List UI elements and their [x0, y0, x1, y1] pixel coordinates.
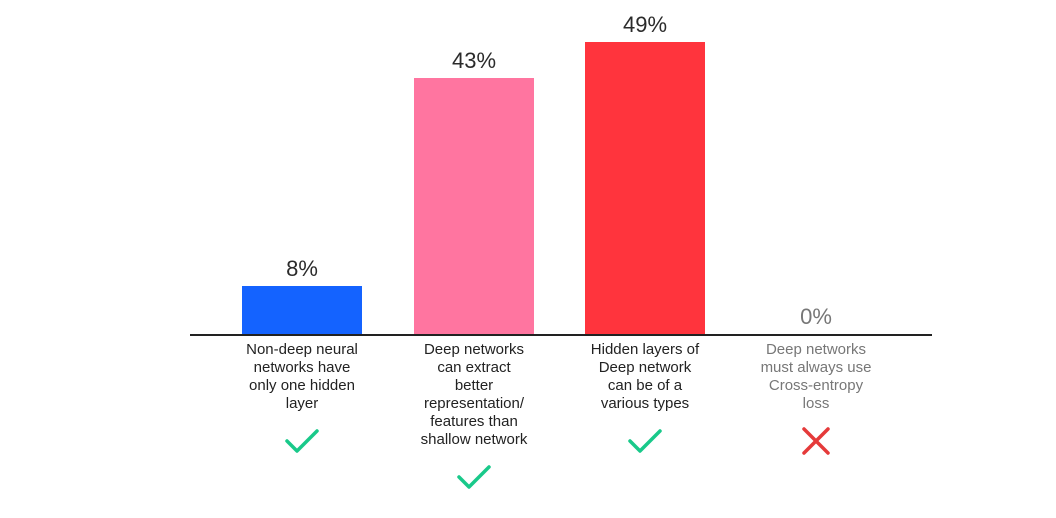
value-label-2: 43%: [451, 47, 497, 73]
value-label-3: 49%: [622, 12, 668, 37]
category-label-1: Non-deep neural networks have only one h…: [246, 341, 358, 412]
check-icon: [285, 429, 319, 453]
cross-icon: [802, 427, 830, 455]
check-icon: [628, 429, 662, 453]
bar-2: [414, 77, 534, 334]
x-axis-line: [190, 334, 932, 336]
check-icon: [457, 465, 491, 489]
value-label-4: 0%: [800, 304, 832, 329]
category-label-4: Deep networks must always use Cross-entr…: [760, 341, 872, 412]
bar-3: [585, 42, 705, 334]
value-label-1: 8%: [286, 256, 318, 282]
category-label-3: Hidden layers of Deep network can be of …: [590, 341, 700, 412]
category-label-2: Deep networks can extract better represe…: [420, 341, 528, 448]
bar-1: [242, 286, 362, 334]
